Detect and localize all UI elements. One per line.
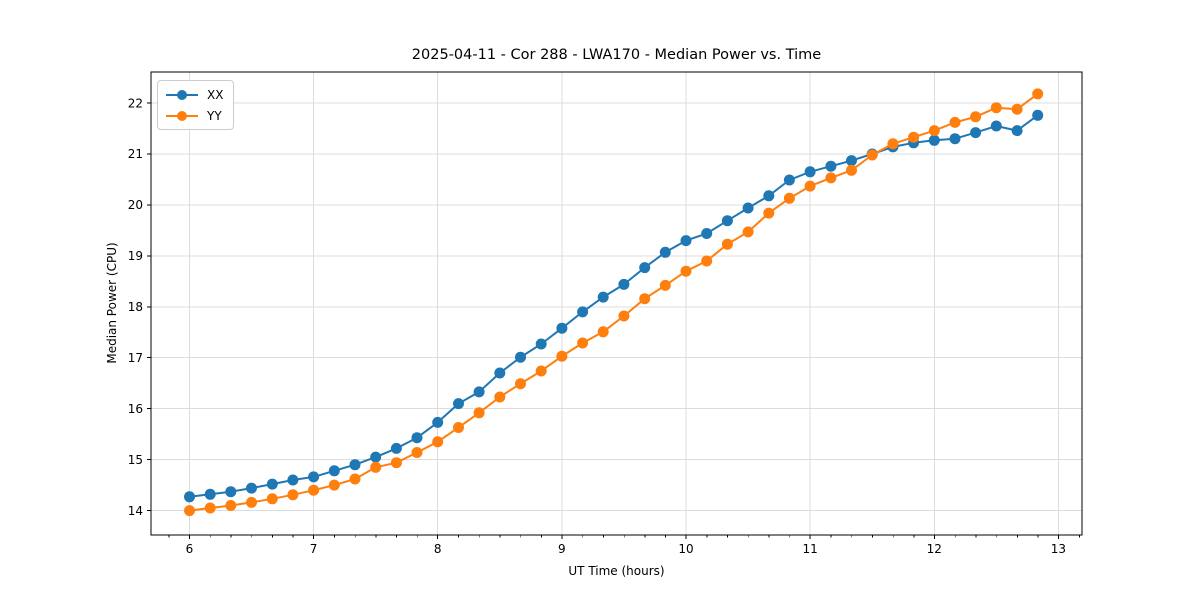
legend: XX YY (157, 80, 235, 130)
chart-title: 2025-04-11 - Cor 288 - LWA170 - Median P… (411, 47, 822, 63)
svg-text:17: 17 (128, 351, 143, 365)
svg-text:15: 15 (128, 453, 143, 467)
legend-label-yy: YY (207, 108, 222, 123)
svg-text:22: 22 (128, 96, 143, 110)
svg-text:14: 14 (128, 504, 143, 518)
svg-text:20: 20 (128, 198, 143, 212)
legend-swatch-yy-icon (166, 110, 198, 121)
svg-text:18: 18 (128, 300, 143, 314)
svg-text:8: 8 (434, 542, 442, 556)
svg-text:11: 11 (803, 542, 818, 556)
svg-text:7: 7 (310, 542, 318, 556)
svg-text:9: 9 (558, 542, 566, 556)
legend-item-yy: YY (166, 106, 223, 125)
legend-label-xx: XX (207, 87, 224, 102)
legend-swatch-xx-icon (166, 89, 198, 100)
svg-text:21: 21 (128, 147, 143, 161)
x-axis-label: UT Time (hours) (568, 564, 665, 578)
svg-text:6: 6 (186, 542, 194, 556)
svg-text:12: 12 (927, 542, 942, 556)
legend-item-xx: XX (166, 85, 223, 104)
svg-text:10: 10 (678, 542, 693, 556)
svg-text:13: 13 (1051, 542, 1066, 556)
y-axis-label: Median Power (CPU) (105, 242, 119, 364)
svg-text:19: 19 (128, 249, 143, 263)
svg-text:16: 16 (128, 402, 143, 416)
